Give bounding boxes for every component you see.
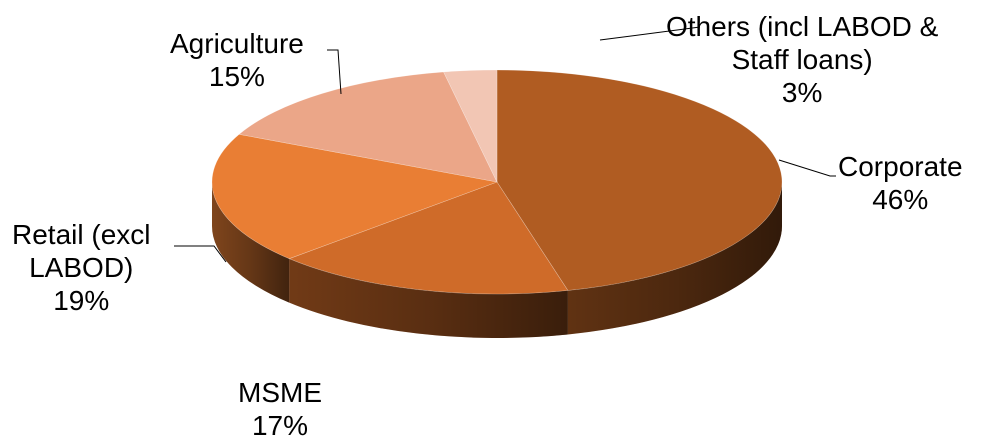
pie-side-walls: [212, 182, 783, 338]
label-retail-pct: 19%: [53, 285, 110, 316]
label-agriculture-pct: 15%: [208, 61, 265, 92]
label-msme-name: MSME: [238, 377, 322, 408]
slice-corporate: [496, 69, 783, 291]
label-others-line1: Others (incl LABOD &: [666, 11, 939, 42]
side-shade-corporate: [567, 182, 783, 335]
label-leader-lines: [174, 26, 836, 263]
label-corporate: Corporate 46%: [838, 150, 963, 216]
label-others: Others (incl LABOD & Staff loans) 3%: [666, 10, 938, 109]
leader-line-corporate: [778, 159, 836, 177]
leader-line-retail: [174, 245, 227, 263]
leader-line-agriculture: [327, 49, 342, 95]
label-agriculture-name: Agriculture: [170, 28, 304, 59]
label-others-line2: Staff loans): [731, 44, 873, 75]
slice-msme: [288, 181, 569, 295]
label-corporate-name: Corporate: [838, 151, 963, 182]
label-corporate-pct: 46%: [872, 184, 929, 215]
label-retail: Retail (excl LABOD) 19%: [12, 218, 150, 317]
slice-others-incl-labod-staff-loans: [443, 69, 498, 183]
side-shade-msme: [289, 258, 568, 338]
slice-retail-excl-labod: [211, 133, 499, 259]
label-msme: MSME 17%: [238, 376, 322, 442]
label-retail-line1: Retail (excl: [12, 219, 151, 250]
pie-slices: [211, 69, 783, 295]
label-others-pct: 3%: [781, 77, 823, 108]
label-retail-line2: LABOD): [29, 252, 134, 283]
slice-agriculture: [238, 71, 498, 183]
label-msme-pct: 17%: [251, 410, 309, 441]
side-shade-retail-excl-labod: [212, 182, 290, 303]
label-agriculture: Agriculture 15%: [170, 27, 304, 93]
leader-line-others: [599, 26, 701, 41]
